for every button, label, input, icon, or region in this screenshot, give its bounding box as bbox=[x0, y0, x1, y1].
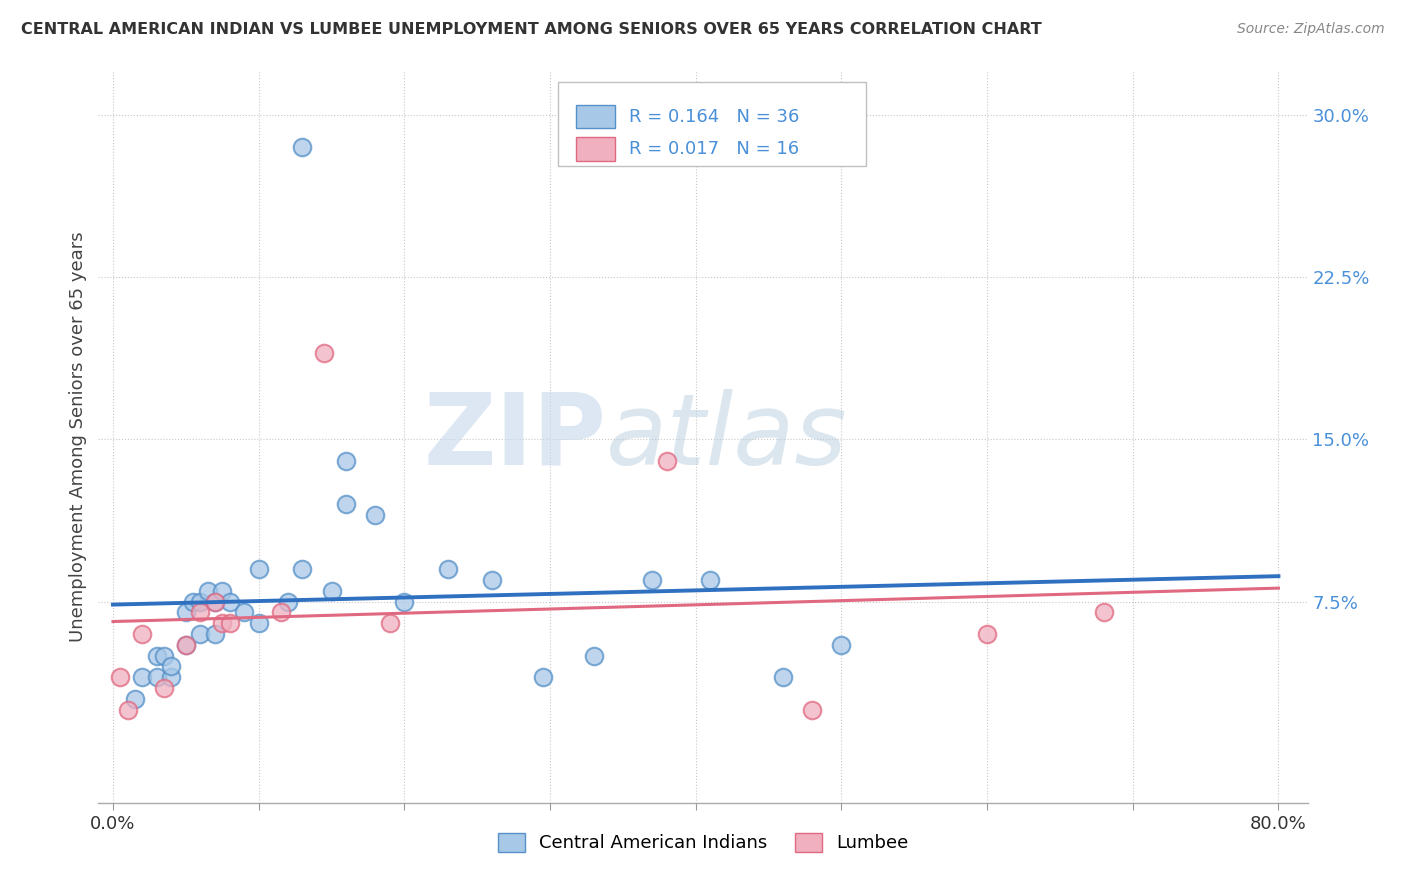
Text: atlas: atlas bbox=[606, 389, 848, 485]
Point bbox=[364, 508, 387, 522]
Text: Source: ZipAtlas.com: Source: ZipAtlas.com bbox=[1237, 22, 1385, 37]
Point bbox=[772, 670, 794, 684]
Point bbox=[117, 703, 139, 717]
Point bbox=[204, 594, 226, 608]
Point bbox=[218, 616, 240, 631]
Point bbox=[145, 648, 167, 663]
Point bbox=[277, 594, 299, 608]
Point bbox=[190, 594, 212, 608]
Point bbox=[270, 606, 292, 620]
Point bbox=[1092, 606, 1115, 620]
Text: ZIP: ZIP bbox=[423, 389, 606, 485]
Text: R = 0.164   N = 36: R = 0.164 N = 36 bbox=[630, 108, 800, 126]
Point bbox=[131, 627, 153, 641]
Point bbox=[655, 454, 678, 468]
Point bbox=[233, 606, 256, 620]
Y-axis label: Unemployment Among Seniors over 65 years: Unemployment Among Seniors over 65 years bbox=[69, 232, 87, 642]
Point bbox=[335, 497, 357, 511]
Point bbox=[204, 594, 226, 608]
Point bbox=[830, 638, 852, 652]
Point bbox=[124, 692, 146, 706]
Point bbox=[582, 648, 605, 663]
Point bbox=[437, 562, 460, 576]
Point bbox=[247, 616, 270, 631]
FancyBboxPatch shape bbox=[558, 82, 866, 167]
Point bbox=[197, 583, 219, 598]
Point bbox=[190, 627, 212, 641]
Point bbox=[481, 573, 503, 587]
Point bbox=[314, 345, 336, 359]
Point bbox=[190, 606, 212, 620]
Point bbox=[321, 583, 343, 598]
Point bbox=[160, 670, 183, 684]
Point bbox=[153, 648, 176, 663]
Text: R = 0.017   N = 16: R = 0.017 N = 16 bbox=[630, 140, 800, 158]
Point bbox=[291, 140, 314, 154]
Point bbox=[131, 670, 153, 684]
Point bbox=[174, 606, 197, 620]
Point bbox=[110, 670, 132, 684]
Point bbox=[160, 659, 183, 673]
Point bbox=[247, 562, 270, 576]
FancyBboxPatch shape bbox=[576, 105, 614, 128]
Legend: Central American Indians, Lumbee: Central American Indians, Lumbee bbox=[491, 826, 915, 860]
Point bbox=[394, 594, 416, 608]
Point bbox=[204, 627, 226, 641]
Point bbox=[211, 583, 233, 598]
Point bbox=[801, 703, 824, 717]
Point bbox=[218, 594, 240, 608]
Point bbox=[335, 454, 357, 468]
Point bbox=[174, 638, 197, 652]
Point bbox=[153, 681, 176, 695]
Point bbox=[976, 627, 998, 641]
Point bbox=[531, 670, 554, 684]
Point bbox=[378, 616, 401, 631]
Point bbox=[181, 594, 204, 608]
Point bbox=[211, 616, 233, 631]
Point bbox=[641, 573, 664, 587]
FancyBboxPatch shape bbox=[576, 137, 614, 161]
Text: CENTRAL AMERICAN INDIAN VS LUMBEE UNEMPLOYMENT AMONG SENIORS OVER 65 YEARS CORRE: CENTRAL AMERICAN INDIAN VS LUMBEE UNEMPL… bbox=[21, 22, 1042, 37]
Point bbox=[291, 562, 314, 576]
Point bbox=[174, 638, 197, 652]
Point bbox=[699, 573, 721, 587]
Point bbox=[145, 670, 167, 684]
